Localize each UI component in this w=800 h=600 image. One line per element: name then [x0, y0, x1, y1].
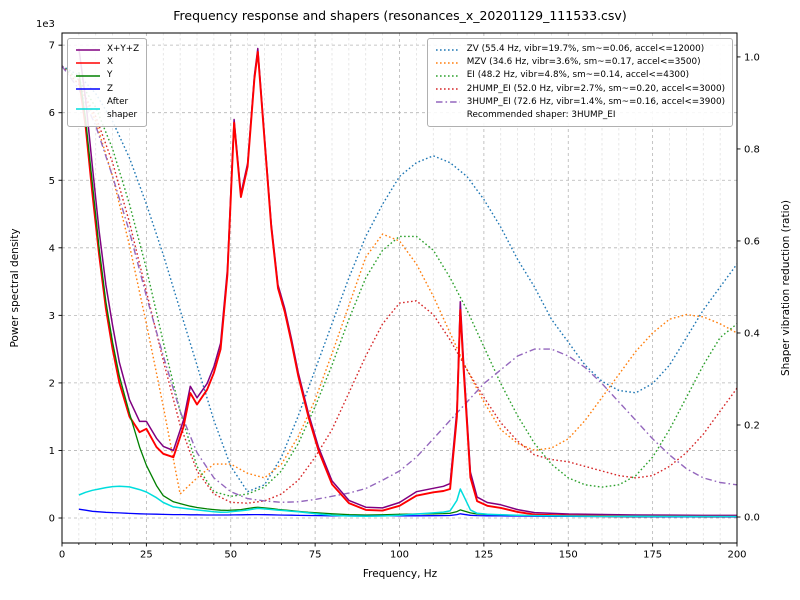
- legend-label-3hump_ei: 3HUMP_EI (72.6 Hz, vibr=1.4%, sm~=0.16, …: [466, 96, 725, 107]
- legend-label-y: Y: [107, 70, 113, 81]
- chart-title: Frequency response and shapers (resonanc…: [173, 8, 627, 23]
- psd-legend: X+Y+Z X Y Z After shaper: [67, 38, 148, 128]
- y-left-tick-label: 2: [49, 378, 55, 389]
- legend-item-xyz_sum: X+Y+Z: [75, 43, 139, 56]
- shaper-legend: ZV (55.4 Hz, vibr=19.7%, sm~=0.06, accel…: [426, 38, 733, 128]
- y-right-tick-label: 1.0: [744, 52, 760, 63]
- legend-line-sample-z: [76, 88, 100, 90]
- legend-item-z: Z: [75, 83, 139, 96]
- y-left-tick-label: 7: [49, 41, 55, 52]
- legend-line-sample-y: [76, 75, 100, 77]
- legend-item-mzv: MZV (34.6 Hz, vibr=3.6%, sm~=0.17, accel…: [435, 56, 725, 69]
- y-right-tick-label: 0.0: [744, 513, 760, 524]
- legend-line-sample-ei: [435, 75, 460, 77]
- x-tick-label: 125: [474, 550, 493, 561]
- x-tick-label: 25: [140, 550, 153, 561]
- legend-item-2hump_ei: 2HUMP_EI (52.0 Hz, vibr=2.7%, sm~=0.20, …: [435, 83, 725, 96]
- x-axis-label: Frequency, Hz: [362, 568, 438, 580]
- y-left-tick-label: 0: [49, 514, 55, 525]
- legend-item-x: X: [75, 56, 139, 69]
- series-3hump_ei: [61, 65, 738, 503]
- y-left-tick-label: 5: [49, 176, 55, 187]
- x-tick-label: 175: [643, 550, 662, 561]
- legend-item-zv: ZV (55.4 Hz, vibr=19.7%, sm~=0.06, accel…: [435, 43, 725, 56]
- y-left-tick-label: 3: [49, 311, 55, 322]
- x-tick-label: 100: [390, 550, 409, 561]
- y-right-tick-label: 0.4: [744, 328, 760, 339]
- y-right-tick-label: 0.8: [744, 144, 760, 155]
- legend-line-sample-x: [76, 61, 100, 64]
- y-left-tick-label: 4: [49, 243, 55, 254]
- legend-line-sample-2hump_ei: [435, 88, 460, 90]
- legend-item-3hump_ei: 3HUMP_EI (72.6 Hz, vibr=1.4%, sm~=0.16, …: [435, 96, 725, 109]
- y-axis-offset-label: 1e3: [36, 19, 55, 30]
- x-tick-label: 50: [224, 550, 237, 561]
- legend-line-sample-mzv: [435, 61, 460, 64]
- legend-label-zv: ZV (55.4 Hz, vibr=19.7%, sm~=0.06, accel…: [466, 44, 705, 54]
- legend-line-sample-zv: [435, 48, 460, 51]
- legend-label-after_shaper: After shaper: [107, 96, 138, 120]
- series-after_shaper: [78, 485, 737, 518]
- x-tick-label: 75: [309, 550, 322, 561]
- shaper-legend-items: ZV (55.4 Hz, vibr=19.7%, sm~=0.06, accel…: [435, 43, 725, 109]
- legend-line-sample-3hump_ei: [435, 101, 460, 104]
- x-tick-label: 150: [559, 550, 578, 561]
- series-2hump_ei: [61, 65, 738, 504]
- y-left-tick-label: 6: [49, 108, 55, 119]
- legend-item-y: Y: [75, 69, 139, 82]
- legend-label-z: Z: [107, 83, 114, 94]
- series-z: [78, 508, 738, 518]
- x-tick-label: 0: [59, 550, 65, 561]
- psd-legend-items: X+Y+Z X Y Z After shaper: [75, 43, 139, 122]
- y-right-tick-label: 0.6: [744, 236, 760, 247]
- legend-line-sample-after_shaper: [76, 108, 100, 110]
- legend-label-ei: EI (48.2 Hz, vibr=4.8%, sm~=0.14, accel<…: [466, 70, 690, 81]
- legend-label-2hump_ei: 2HUMP_EI (52.0 Hz, vibr=2.7%, sm~=0.20, …: [466, 83, 725, 94]
- series-x: [77, 50, 737, 518]
- legend-label-xyz_sum: X+Y+Z: [107, 44, 140, 54]
- legend-label-x: X: [107, 57, 114, 68]
- y-axis-right-label: Shaper vibration reduction (ratio): [780, 199, 792, 377]
- recommended-shaper-note: Recommended shaper: 3HUMP_EI: [466, 109, 616, 120]
- legend-item-after_shaper: After shaper: [75, 96, 139, 122]
- x-tick-label: 200: [727, 550, 746, 561]
- y-right-tick-label: 0.2: [744, 420, 760, 431]
- y-left-tick-label: 1: [49, 446, 55, 457]
- legend-item-ei: EI (48.2 Hz, vibr=4.8%, sm~=0.14, accel<…: [435, 69, 725, 82]
- legend-line-sample-xyz_sum: [76, 48, 100, 51]
- y-axis-left-label: Power spectral density: [9, 228, 21, 348]
- legend-label-mzv: MZV (34.6 Hz, vibr=3.6%, sm~=0.17, accel…: [466, 57, 701, 68]
